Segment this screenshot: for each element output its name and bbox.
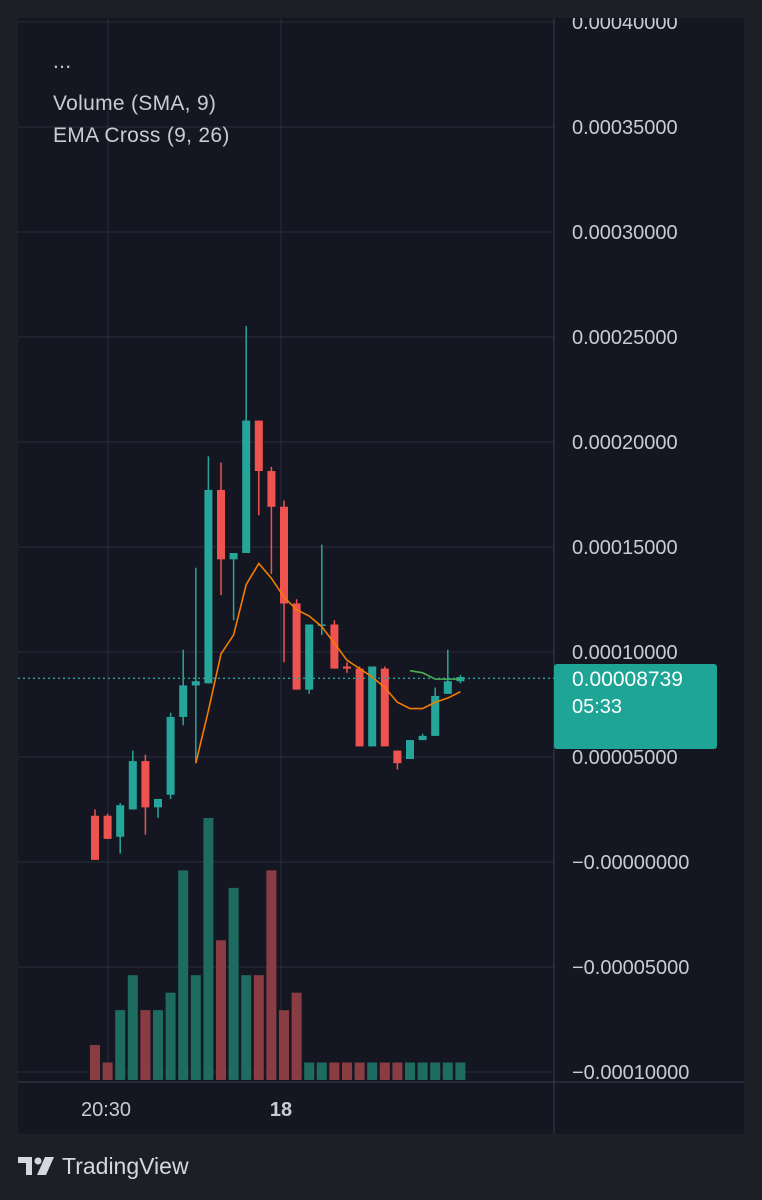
volume-bar[interactable]	[115, 1010, 126, 1080]
volume-bar[interactable]	[140, 1010, 151, 1080]
candlestick-chart[interactable]: 0.00040000 0.00035000 0.00030000 0.00025000…	[18, 18, 744, 1134]
candle-body[interactable]	[418, 735, 427, 741]
volume-bar[interactable]	[203, 818, 214, 1080]
volume-bar[interactable]	[379, 1062, 390, 1080]
candle-body[interactable]	[91, 815, 99, 860]
y-axis-tick-label: 0.00005000	[572, 747, 678, 769]
volume-bar[interactable]	[279, 1010, 289, 1080]
brand-name: TradingView	[62, 1152, 189, 1179]
volume-bar[interactable]	[392, 1062, 403, 1080]
y-axis-tick-label: 0.00015000	[572, 537, 678, 559]
y-axis-tick-label: −0.00010000	[572, 1062, 689, 1084]
chart-panel[interactable]: 0.00040000 0.00035000 0.00030000 0.00025000…	[18, 18, 744, 1134]
volume-bar[interactable]	[266, 870, 277, 1080]
volume-bar[interactable]	[228, 887, 239, 1080]
tradingview-logo-icon	[18, 1157, 54, 1175]
volume-bar[interactable]	[455, 1062, 466, 1080]
volume-bar[interactable]	[304, 1062, 315, 1080]
candle-body[interactable]	[242, 420, 251, 554]
volume-bar[interactable]	[291, 992, 302, 1080]
candle-body[interactable]	[406, 740, 414, 760]
volume-bar[interactable]	[153, 1010, 163, 1080]
candle-body[interactable]	[191, 681, 200, 686]
y-axis-tick-label: 0.00030000	[572, 222, 678, 244]
candle-body[interactable]	[154, 798, 162, 808]
legend-ema-cross-indicator[interactable]: EMA Cross (9, 26)	[53, 124, 230, 147]
y-axis-tick-label: −0.00005000	[572, 957, 689, 979]
candle-body[interactable]	[368, 666, 377, 747]
volume-bar[interactable]	[253, 975, 264, 1080]
x-axis-tick-label: 18	[270, 1099, 292, 1121]
candle-body[interactable]	[166, 716, 175, 795]
volume-bar[interactable]	[405, 1062, 415, 1080]
volume-bar[interactable]	[316, 1062, 327, 1080]
volume-bar[interactable]	[367, 1062, 378, 1080]
candle-body[interactable]	[128, 761, 137, 810]
candle-body[interactable]	[380, 668, 389, 747]
candle-body[interactable]	[431, 695, 440, 736]
candle-body[interactable]	[317, 624, 326, 626]
last-price-badge: 0.00008739 05:33	[554, 664, 717, 749]
last-price-value: 0.00008739	[572, 668, 683, 691]
volume-bar[interactable]	[342, 1062, 352, 1080]
candle-body[interactable]	[254, 420, 263, 472]
y-axis-tick-label: 0.00020000	[572, 432, 678, 454]
volume-bar[interactable]	[430, 1062, 441, 1080]
candle-body[interactable]	[103, 815, 112, 839]
ema-slow-line	[195, 562, 461, 764]
volume-bar[interactable]	[216, 940, 226, 1080]
tradingview-brand[interactable]: TradingView	[18, 1150, 189, 1182]
volume-bar[interactable]	[102, 1062, 113, 1080]
volume-bar[interactable]	[241, 975, 252, 1080]
volume-bar[interactable]	[329, 1062, 340, 1080]
volume-bar[interactable]	[417, 1062, 428, 1080]
candle-body[interactable]	[343, 666, 351, 669]
candle-body[interactable]	[292, 603, 301, 690]
candle-body[interactable]	[116, 805, 125, 837]
volume-bar[interactable]	[127, 975, 138, 1080]
ema-fast-line	[409, 669, 461, 680]
y-axis-tick-label: −0.00000000	[572, 852, 689, 874]
candle-body[interactable]	[393, 750, 402, 764]
y-axis-tick-label: 0.00035000	[572, 117, 678, 139]
x-axis-tick-label: 20:30	[81, 1099, 131, 1121]
candle-body[interactable]	[229, 553, 238, 560]
candle-body[interactable]	[267, 471, 276, 507]
volume-bar[interactable]	[90, 1045, 100, 1080]
candle-body[interactable]	[204, 489, 213, 684]
candle-body[interactable]	[217, 489, 225, 560]
volume-bar[interactable]	[165, 992, 176, 1080]
chart-background	[18, 18, 744, 1134]
volume-bar[interactable]	[178, 870, 189, 1080]
volume-bar[interactable]	[190, 975, 201, 1080]
candle-body[interactable]	[141, 761, 150, 808]
y-axis-tick-label: 0.00025000	[572, 327, 678, 349]
candle-body[interactable]	[355, 668, 364, 747]
candle-body[interactable]	[179, 685, 188, 717]
candle-body[interactable]	[280, 506, 288, 604]
candle-body[interactable]	[330, 624, 339, 669]
legend-more-button[interactable]: ...	[53, 50, 72, 73]
y-axis-tick-label: 0.00040000	[572, 18, 678, 34]
bar-countdown: 05:33	[572, 696, 623, 718]
volume-bar[interactable]	[354, 1062, 365, 1080]
candle-body[interactable]	[305, 624, 314, 690]
volume-bar[interactable]	[442, 1062, 453, 1080]
candle-body[interactable]	[443, 681, 452, 694]
y-axis-tick-label: 0.00010000	[572, 642, 678, 664]
legend-volume-indicator[interactable]: Volume (SMA, 9)	[53, 92, 217, 115]
